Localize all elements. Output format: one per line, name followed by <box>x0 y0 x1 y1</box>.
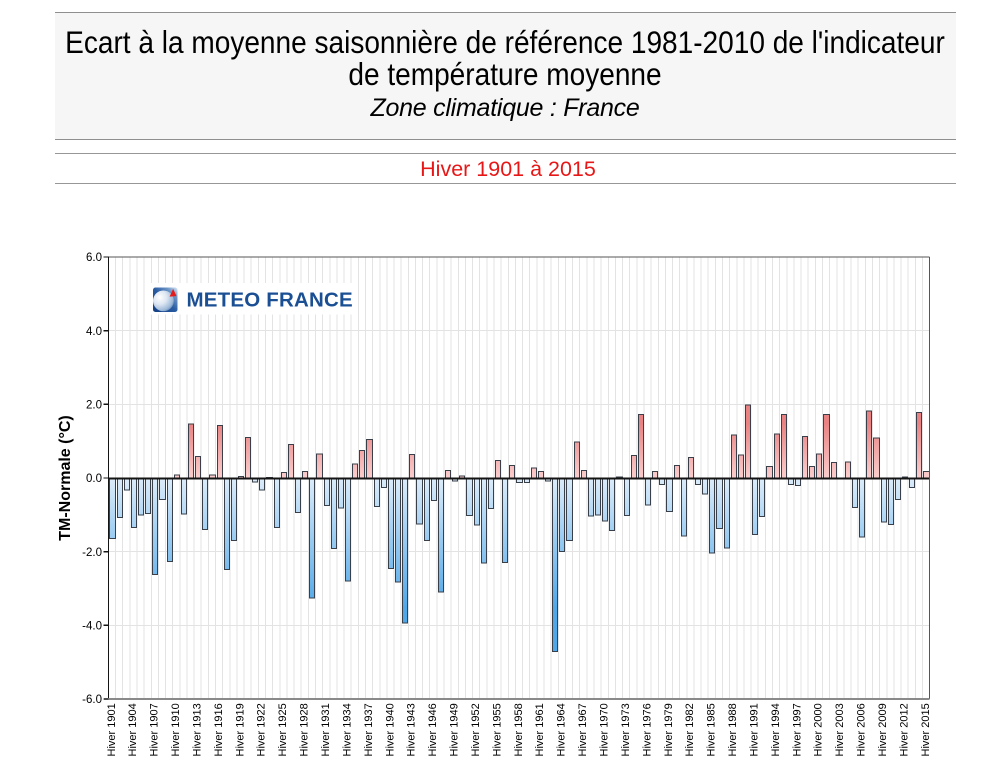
svg-text:Hiver 1982: Hiver 1982 <box>684 703 696 756</box>
svg-text:Hiver 1937: Hiver 1937 <box>363 703 375 756</box>
svg-text:Hiver 1955: Hiver 1955 <box>491 703 503 756</box>
svg-text:4.0: 4.0 <box>86 326 102 338</box>
svg-text:Hiver 1919: Hiver 1919 <box>234 703 246 756</box>
svg-text:METEO FRANCE: METEO FRANCE <box>187 288 353 311</box>
svg-text:Hiver 1943: Hiver 1943 <box>406 703 418 756</box>
svg-text:-4.0: -4.0 <box>82 620 102 632</box>
svg-text:Hiver 1934: Hiver 1934 <box>341 703 353 756</box>
svg-text:Hiver 1910: Hiver 1910 <box>170 703 182 756</box>
svg-text:Hiver 1997: Hiver 1997 <box>791 703 803 756</box>
svg-text:Hiver 1967: Hiver 1967 <box>577 703 589 756</box>
svg-text:-2.0: -2.0 <box>82 547 102 559</box>
svg-text:Hiver 1940: Hiver 1940 <box>384 703 396 756</box>
svg-text:Hiver 2000: Hiver 2000 <box>813 703 825 756</box>
svg-text:Hiver 1973: Hiver 1973 <box>620 703 632 756</box>
svg-text:Hiver 1916: Hiver 1916 <box>213 703 225 756</box>
svg-text:Hiver 1946: Hiver 1946 <box>427 703 439 756</box>
svg-text:Hiver 1928: Hiver 1928 <box>299 703 311 756</box>
svg-text:Hiver 1958: Hiver 1958 <box>513 703 525 756</box>
svg-text:Hiver 1931: Hiver 1931 <box>320 703 332 756</box>
svg-text:Hiver 2012: Hiver 2012 <box>898 703 910 756</box>
svg-text:-6.0: -6.0 <box>82 694 102 706</box>
svg-text:Hiver 2015: Hiver 2015 <box>920 703 932 756</box>
svg-text:Hiver 2009: Hiver 2009 <box>877 703 889 756</box>
svg-text:0.0: 0.0 <box>86 473 102 485</box>
svg-text:Hiver 1907: Hiver 1907 <box>149 703 161 756</box>
svg-text:2.0: 2.0 <box>86 399 102 411</box>
svg-text:Hiver 1988: Hiver 1988 <box>727 703 739 756</box>
svg-text:Hiver 1994: Hiver 1994 <box>770 703 782 756</box>
svg-text:Hiver 1904: Hiver 1904 <box>127 703 139 756</box>
svg-text:Hiver 1964: Hiver 1964 <box>556 703 568 756</box>
svg-text:Hiver 1952: Hiver 1952 <box>470 703 482 756</box>
svg-text:6.0: 6.0 <box>86 252 102 264</box>
svg-text:Hiver 1976: Hiver 1976 <box>641 703 653 756</box>
svg-text:Hiver 1949: Hiver 1949 <box>449 703 461 756</box>
svg-text:Hiver 1922: Hiver 1922 <box>256 703 268 756</box>
svg-text:Hiver 1913: Hiver 1913 <box>191 703 203 756</box>
svg-text:Hiver 2006: Hiver 2006 <box>856 703 868 756</box>
svg-text:Hiver 1925: Hiver 1925 <box>277 703 289 756</box>
svg-text:Hiver 1979: Hiver 1979 <box>663 703 675 756</box>
svg-text:Hiver 1985: Hiver 1985 <box>706 703 718 756</box>
svg-text:TM-Normale (°C): TM-Normale (°C) <box>57 415 74 541</box>
svg-text:Hiver 1961: Hiver 1961 <box>534 703 546 756</box>
svg-text:Hiver 1970: Hiver 1970 <box>598 703 610 756</box>
svg-text:Hiver 1991: Hiver 1991 <box>748 703 760 756</box>
svg-text:Hiver 1901: Hiver 1901 <box>106 703 118 756</box>
svg-text:Hiver 2003: Hiver 2003 <box>834 703 846 756</box>
